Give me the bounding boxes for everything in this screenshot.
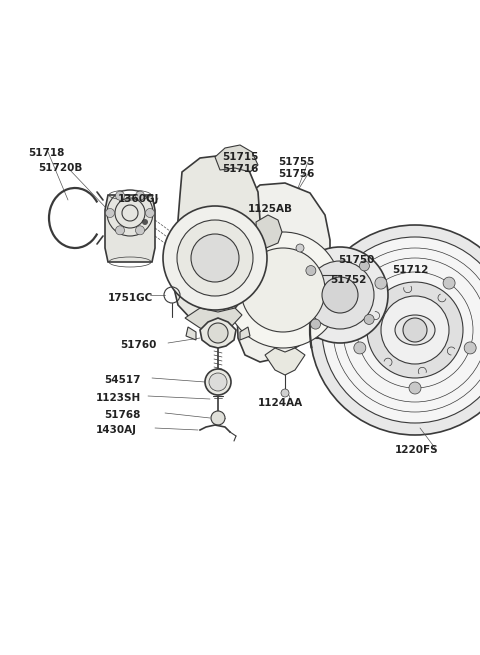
Text: 51760: 51760 <box>120 340 156 350</box>
Text: 51755: 51755 <box>278 157 314 167</box>
Circle shape <box>364 314 374 324</box>
Circle shape <box>403 318 427 342</box>
Text: 1751GC: 1751GC <box>108 293 153 303</box>
Text: 1123SH: 1123SH <box>96 393 141 403</box>
Polygon shape <box>200 318 236 348</box>
Circle shape <box>306 265 316 276</box>
Polygon shape <box>105 195 155 262</box>
Circle shape <box>310 225 480 435</box>
Text: 51718: 51718 <box>28 148 64 158</box>
Circle shape <box>106 208 115 217</box>
Circle shape <box>292 247 388 343</box>
Text: 51768: 51768 <box>104 410 140 420</box>
Text: 1124AA: 1124AA <box>258 398 303 408</box>
Circle shape <box>306 261 374 329</box>
Circle shape <box>375 277 387 289</box>
Circle shape <box>322 237 480 423</box>
Circle shape <box>116 191 124 200</box>
Circle shape <box>281 389 289 397</box>
Text: 51712: 51712 <box>392 265 428 275</box>
Circle shape <box>211 411 225 425</box>
Text: 51715: 51715 <box>222 152 258 162</box>
Circle shape <box>209 373 227 391</box>
Text: 51750: 51750 <box>338 255 374 265</box>
Text: 51752: 51752 <box>330 275 366 285</box>
Polygon shape <box>172 155 260 325</box>
Circle shape <box>241 248 325 332</box>
Text: 51716: 51716 <box>222 164 258 174</box>
Circle shape <box>311 319 321 329</box>
Circle shape <box>191 234 239 282</box>
Circle shape <box>443 277 455 289</box>
Polygon shape <box>256 215 282 248</box>
Text: 51720B: 51720B <box>38 163 83 173</box>
Text: 51756: 51756 <box>278 169 314 179</box>
Text: 1220FS: 1220FS <box>395 445 439 455</box>
Circle shape <box>296 244 304 252</box>
Circle shape <box>177 220 253 296</box>
Circle shape <box>367 282 463 378</box>
Circle shape <box>145 208 155 217</box>
Polygon shape <box>265 348 305 375</box>
Circle shape <box>135 191 144 200</box>
Circle shape <box>208 323 228 343</box>
Text: 54517: 54517 <box>104 375 141 385</box>
Circle shape <box>225 232 341 348</box>
Ellipse shape <box>395 315 435 345</box>
Circle shape <box>322 277 358 313</box>
Circle shape <box>381 296 449 364</box>
Polygon shape <box>185 308 242 333</box>
Circle shape <box>464 342 476 354</box>
Circle shape <box>409 382 421 394</box>
Polygon shape <box>186 327 196 340</box>
Text: 1360GJ: 1360GJ <box>118 194 159 204</box>
Circle shape <box>142 219 148 225</box>
Text: 1430AJ: 1430AJ <box>96 425 137 435</box>
Text: 1125AB: 1125AB <box>248 204 293 214</box>
Circle shape <box>354 342 366 354</box>
Circle shape <box>116 226 124 235</box>
Circle shape <box>360 261 370 271</box>
Polygon shape <box>240 327 250 340</box>
Polygon shape <box>237 183 330 362</box>
Circle shape <box>135 226 144 235</box>
Circle shape <box>205 369 231 395</box>
Circle shape <box>163 206 267 310</box>
Polygon shape <box>215 145 258 172</box>
